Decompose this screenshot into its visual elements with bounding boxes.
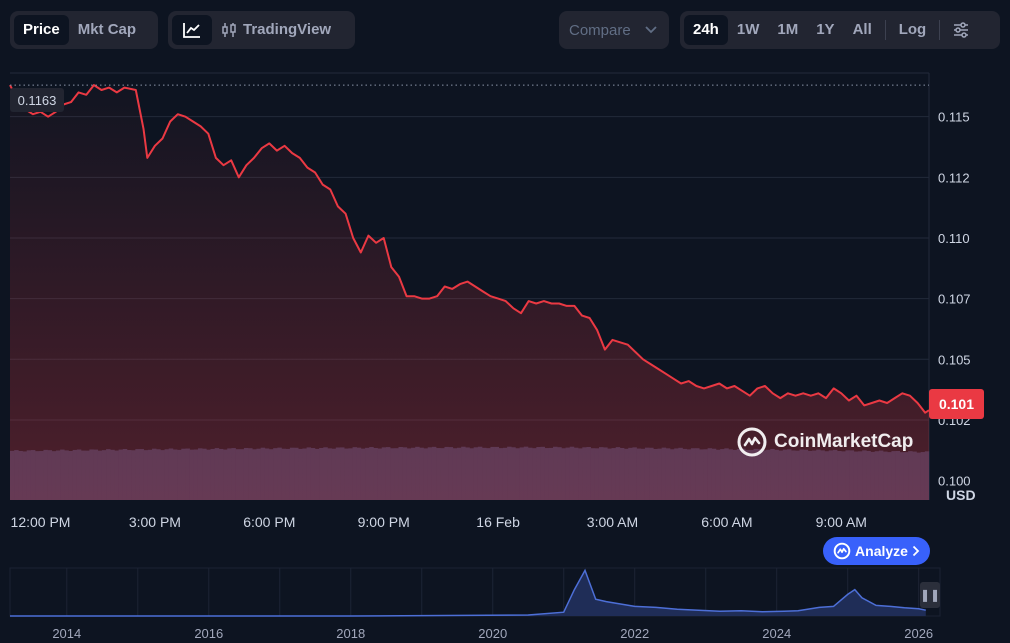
x-tick-label: 9:00 AM	[816, 514, 867, 530]
navigator-area	[10, 570, 926, 616]
currency-label: USD	[946, 487, 976, 503]
high-price-label: 0.1163	[10, 88, 64, 112]
y-tick-label: 0.105	[938, 352, 971, 367]
x-tick-label: 12:00 PM	[11, 514, 71, 530]
range-1w[interactable]: 1W	[736, 21, 760, 38]
navigator-year-label: 2024	[762, 626, 791, 641]
tab-mkt-cap[interactable]: Mkt Cap	[77, 21, 137, 38]
x-tick-label: 3:00 PM	[129, 514, 181, 530]
navigator-year-label: 2022	[620, 626, 649, 641]
navigator-year-label: 2014	[52, 626, 81, 641]
x-tick-label: 3:00 AM	[587, 514, 638, 530]
navigator-drag-handle[interactable]: ❚❚	[920, 582, 940, 608]
divider	[884, 20, 886, 40]
tradingview-button[interactable]: TradingView	[212, 15, 340, 45]
tab-price[interactable]: Price	[14, 15, 69, 45]
analyze-label: Analyze	[855, 543, 908, 559]
navigator-year-label: 2020	[478, 626, 507, 641]
chart-style-tabs: TradingView	[168, 11, 355, 49]
navigator-year-label: 2026	[904, 626, 933, 641]
coinmarketcap-watermark: CoinMarketCap	[736, 426, 913, 458]
navigator-year-label: 2016	[194, 626, 223, 641]
y-tick-label: 0.112	[938, 170, 970, 185]
divider	[939, 20, 941, 40]
line-chart-button[interactable]	[172, 15, 212, 45]
navigator-year-label: 2018	[336, 626, 365, 641]
x-tick-label: 6:00 AM	[701, 514, 752, 530]
sliders-icon	[954, 22, 969, 38]
y-tick-label: 0.110	[938, 231, 970, 246]
navigator-chart[interactable]: 2014 2016 2018 2020 2022 2024 2026	[0, 560, 1010, 643]
chart-type-tabs: Price Mkt Cap	[10, 11, 158, 49]
analyze-button[interactable]: Analyze	[823, 537, 930, 565]
current-price-tag: 0.101	[929, 389, 984, 419]
line-chart-icon	[183, 23, 200, 38]
tradingview-label: TradingView	[243, 21, 332, 38]
log-scale-button[interactable]: Log	[898, 21, 927, 38]
coinmarketcap-logo-icon	[833, 542, 851, 560]
x-tick-label: 16 Feb	[476, 514, 520, 530]
range-1m[interactable]: 1M	[777, 21, 799, 38]
range-1y[interactable]: 1Y	[816, 21, 835, 38]
compare-label: Compare	[569, 21, 631, 39]
y-tick-label: 0.115	[938, 110, 970, 125]
x-tick-label: 9:00 PM	[358, 514, 410, 530]
navigator-frame	[9, 567, 941, 617]
price-line	[9, 84, 930, 414]
x-tick-label: 6:00 PM	[243, 514, 295, 530]
compare-dropdown[interactable]: Compare	[559, 11, 669, 49]
candlestick-icon	[222, 23, 236, 37]
y-tick-label: 0.100	[938, 474, 971, 489]
chart-settings-button[interactable]	[944, 15, 978, 45]
coinmarketcap-logo-icon	[737, 427, 767, 457]
navigator-line	[10, 568, 926, 617]
chevron-right-icon	[912, 545, 920, 557]
range-24h[interactable]: 24h	[684, 15, 728, 45]
y-tick-label: 0.107	[938, 292, 971, 307]
price-area	[10, 85, 929, 500]
watermark-text: CoinMarketCap	[774, 431, 914, 452]
chevron-down-icon	[645, 26, 657, 34]
time-range-tabs: 24h 1W 1M 1Y All Log	[680, 11, 1000, 49]
price-chart[interactable]: 0.1000.1020.1050.1070.1100.1120.115USD12…	[0, 68, 1010, 538]
range-all[interactable]: All	[852, 21, 872, 38]
